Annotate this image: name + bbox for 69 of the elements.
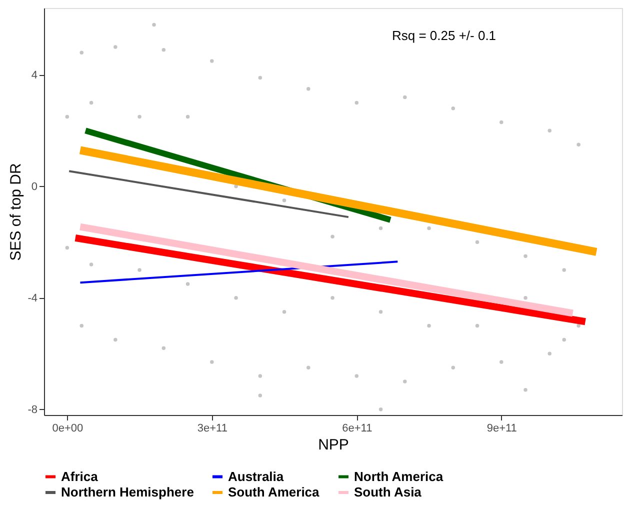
point [234,296,238,300]
point [210,360,214,364]
legend-label: Africa [61,468,99,484]
point [524,388,528,392]
point [258,394,262,398]
y-tick-label: 0 [31,180,38,193]
point [562,268,566,272]
x-tick-label: 9e+11 [486,422,517,434]
point [80,50,84,54]
point [378,310,383,314]
point [548,352,552,356]
point [330,234,334,238]
point [306,86,310,91]
point [114,338,118,342]
point [258,374,262,378]
y-tick-label: -4 [28,292,38,304]
point [427,324,431,328]
point [378,408,383,412]
point [152,22,156,27]
point [210,59,214,63]
point [186,114,190,119]
point [500,360,504,364]
point [475,240,480,244]
point [65,114,70,119]
point [282,198,286,202]
point [162,48,166,52]
point [354,374,359,378]
point [403,380,407,384]
point [451,366,456,370]
legend-label: Northern Hemisphere [61,484,194,500]
point [186,282,190,286]
point [65,246,70,250]
point [138,268,142,272]
point [282,310,286,314]
x-axis-title: NPP [318,436,349,454]
y-tick-label: 4 [31,69,38,82]
point [475,324,480,328]
point [234,184,238,188]
point [576,142,580,146]
legend-label: Australia [228,468,284,484]
y-tick-label: -8 [28,404,38,416]
legend-label: South America [228,484,320,500]
annotation: Rsq = 0.25 +/- 0.1 [392,28,496,43]
point [548,128,552,133]
x-tick-label: 6e+11 [342,422,372,434]
point [524,254,528,258]
point [524,296,528,300]
point [330,296,334,300]
y-axis-title: SES of top DR [8,163,25,261]
legend-label: South Asia [354,484,422,500]
point [378,226,383,230]
x-tick-label: 0e+00 [52,422,84,434]
point [162,346,166,350]
legend-label: North America [354,468,444,484]
point [403,95,407,100]
point [562,338,566,342]
point [451,106,456,110]
point [89,100,94,105]
point [576,324,580,328]
point [306,366,310,370]
point [500,120,504,124]
point [258,76,262,80]
point [138,114,142,119]
point [89,262,94,266]
point [354,100,359,105]
point [114,45,118,49]
x-tick-label: 3e+11 [197,422,228,434]
point [427,226,431,230]
point [80,324,84,328]
